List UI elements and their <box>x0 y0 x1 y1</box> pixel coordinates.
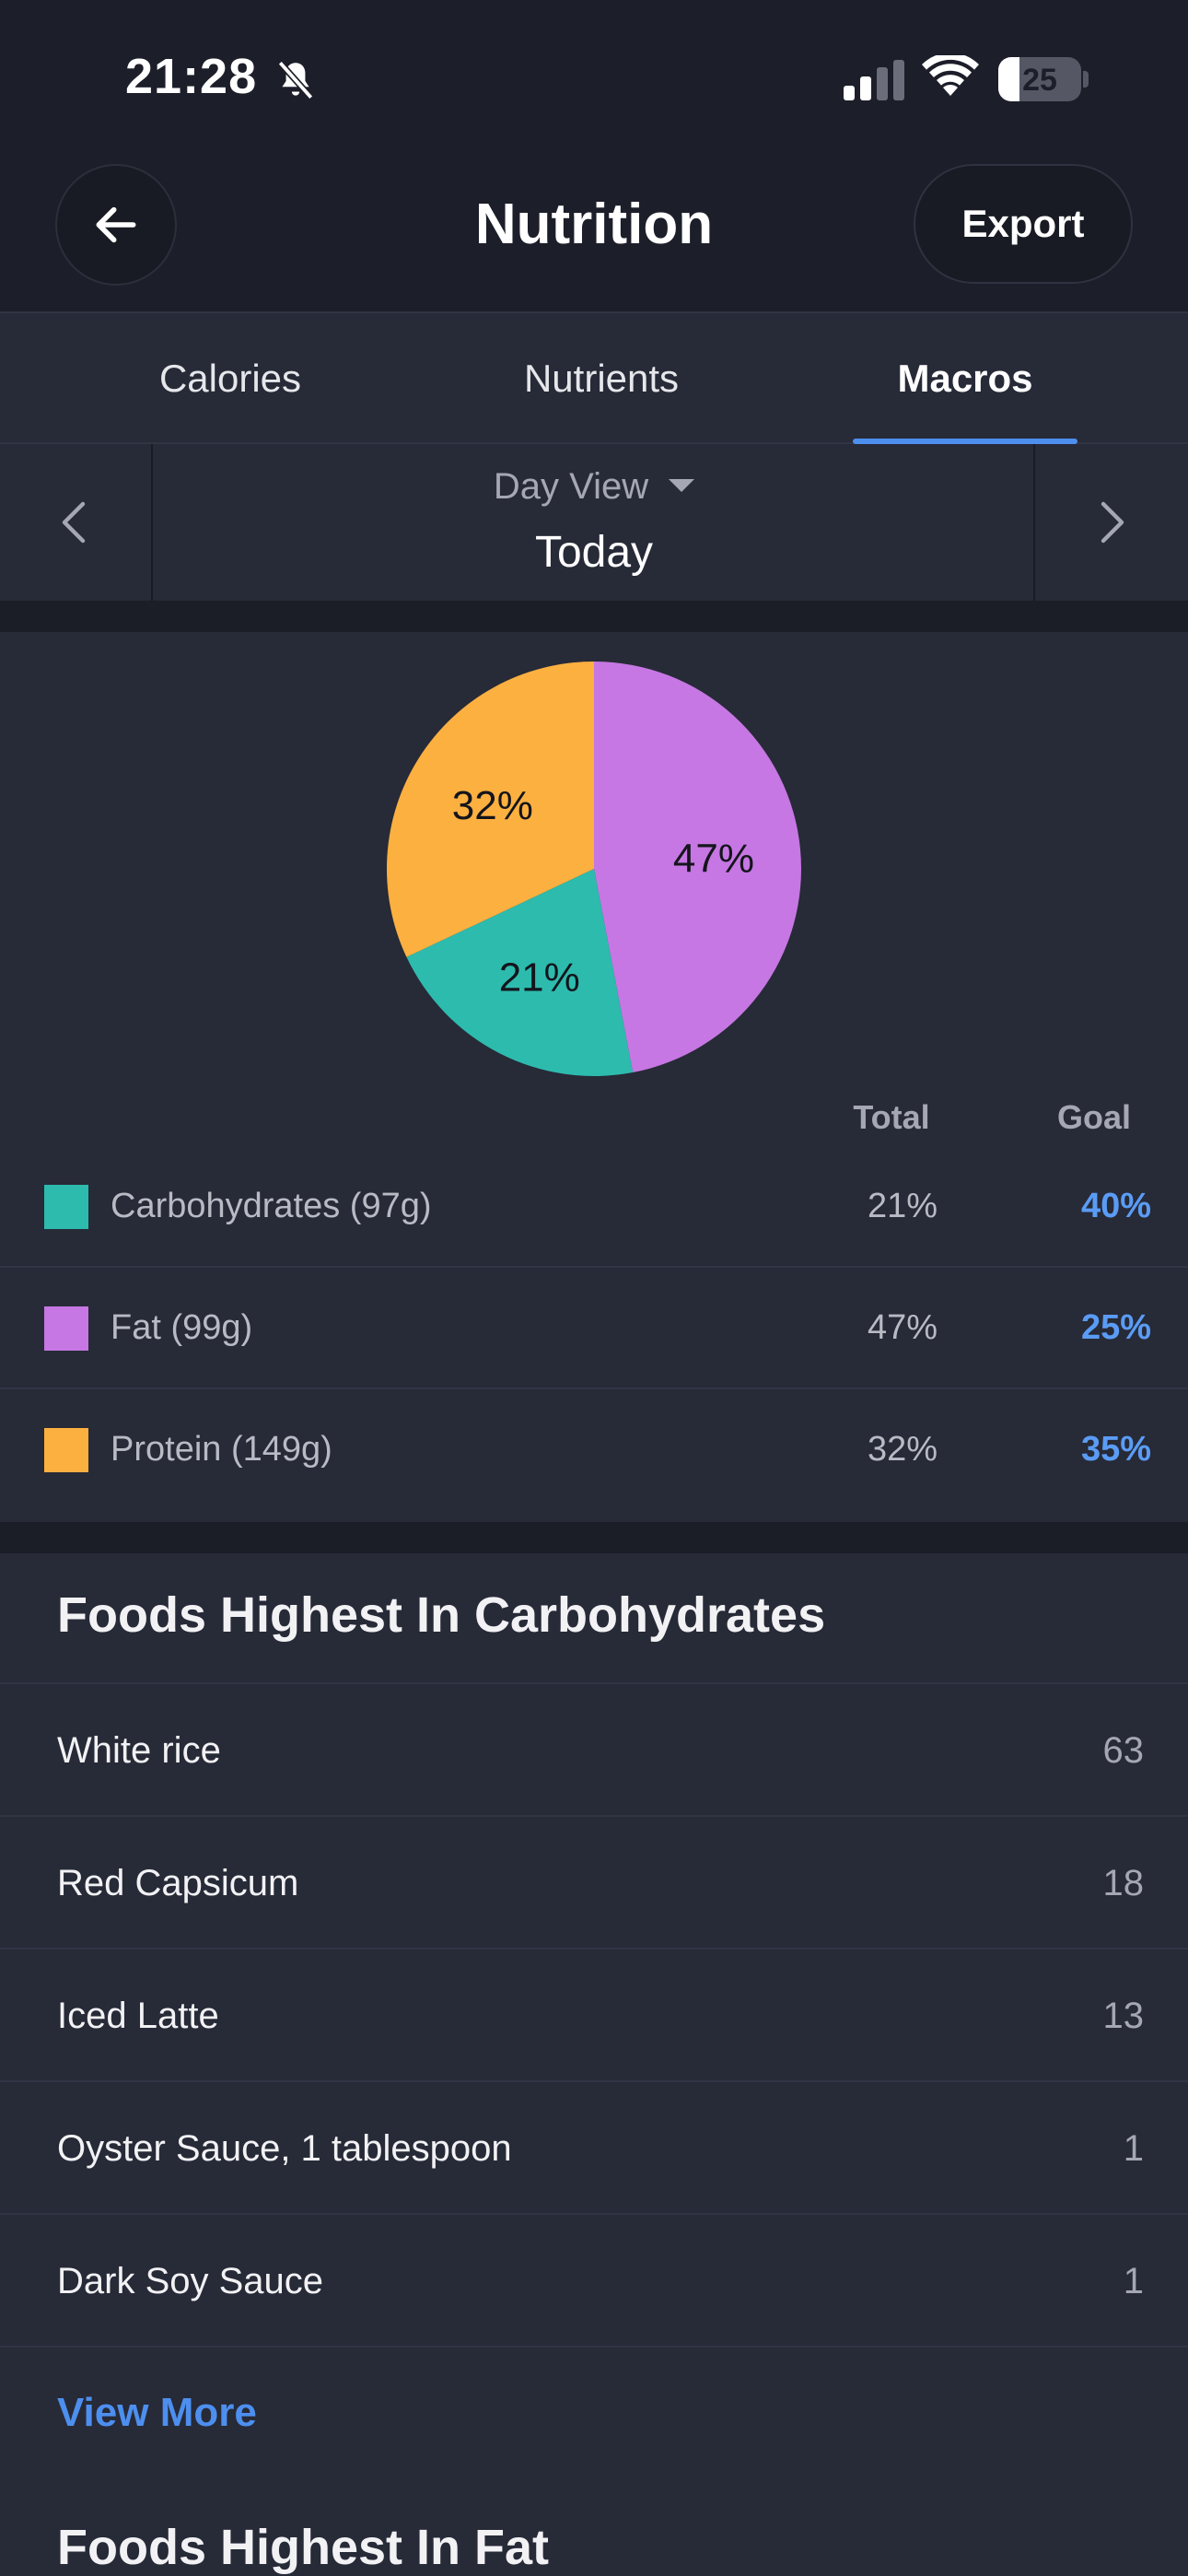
macro-label: Protein (149g) <box>111 1430 332 1469</box>
top-bar: 21:28 25 Nutrition Export <box>0 0 1188 313</box>
divider <box>0 1682 1188 1684</box>
export-button[interactable]: Export <box>914 164 1133 284</box>
current-date: Today <box>534 528 654 577</box>
battery-level: 25 <box>1022 63 1057 98</box>
food-name: Oyster Sauce, 1 tablespoon <box>57 2128 512 2169</box>
section-divider <box>0 601 1188 632</box>
macro-label: Carbohydrates (97g) <box>111 1187 432 1225</box>
food-value: 18 <box>1102 1863 1145 1903</box>
view-more-link[interactable]: View More <box>57 2390 257 2435</box>
macro-goal[interactable]: 40% <box>1080 1187 1151 1225</box>
signal-icon <box>844 60 904 100</box>
pie-slice-label: 21% <box>499 954 580 1000</box>
status-time: 21:28 <box>125 49 258 104</box>
tab-calories[interactable]: Calories <box>158 357 302 400</box>
macro-row-carbohydrates: Carbohydrates (97g) 21% 40% <box>0 1146 1188 1268</box>
active-tab-indicator <box>853 439 1077 444</box>
foods-fat-title: Foods Highest In Fat <box>57 2520 549 2575</box>
food-row[interactable]: White rice 63 <box>0 1684 1188 1817</box>
battery-cap <box>1083 71 1089 88</box>
tab-bar: Calories Nutrients Macros <box>0 313 1188 444</box>
previous-day-button[interactable] <box>0 444 153 601</box>
food-value: 63 <box>1102 1730 1145 1771</box>
macros-chart-section: 47% 21% 32% Total Goal Carbohydrates (97g)… <box>0 632 1188 1522</box>
macro-total: 47% <box>867 1308 938 1347</box>
food-row[interactable]: Dark Soy Sauce 1 <box>0 2215 1188 2348</box>
bell-off-icon <box>277 60 314 100</box>
pie-slice-label: 32% <box>452 783 533 828</box>
protein-swatch <box>44 1428 88 1472</box>
back-button[interactable] <box>55 164 177 286</box>
arrow-left-icon <box>96 206 136 243</box>
fat-swatch <box>44 1306 88 1351</box>
caret-down-icon <box>669 479 695 493</box>
carbohydrates-swatch <box>44 1185 88 1229</box>
macros-pie-chart: 47% 21% 32% <box>386 662 802 1076</box>
page-title: Nutrition <box>474 193 714 256</box>
battery-indicator: 25 <box>998 57 1081 101</box>
macro-total: 21% <box>867 1187 938 1225</box>
macro-label: Fat (99g) <box>111 1308 253 1347</box>
goal-column-header: Goal <box>1056 1098 1131 1136</box>
pie-slice-fat <box>594 662 802 1073</box>
pie-slice-protein <box>386 662 594 957</box>
total-column-header: Total <box>853 1098 930 1136</box>
tab-macros[interactable]: Macros <box>897 357 1033 400</box>
food-row[interactable]: Iced Latte 13 <box>0 1950 1188 2082</box>
food-name: Dark Soy Sauce <box>57 2261 324 2301</box>
food-name: White rice <box>57 1730 221 1771</box>
food-value: 1 <box>1123 2128 1144 2169</box>
macro-goal[interactable]: 25% <box>1080 1308 1151 1347</box>
foods-carbs-title: Foods Highest In Carbohydrates <box>57 1587 826 1643</box>
tab-nutrients[interactable]: Nutrients <box>523 357 680 400</box>
wifi-icon <box>922 55 979 96</box>
macro-goal[interactable]: 35% <box>1080 1430 1151 1469</box>
chevron-right-icon <box>1101 501 1124 544</box>
macro-row-fat: Fat (99g) 47% 25% <box>0 1268 1188 1389</box>
view-mode-label: Day View <box>493 466 649 507</box>
food-name: Red Capsicum <box>57 1863 299 1903</box>
pie-slice-carbohydrates <box>406 869 634 1076</box>
food-row[interactable]: Red Capsicum 18 <box>0 1817 1188 1950</box>
food-row[interactable]: Oyster Sauce, 1 tablespoon 1 <box>0 2082 1188 2215</box>
chevron-left-icon <box>62 501 86 544</box>
food-value: 13 <box>1102 1996 1145 2036</box>
battery-fill <box>998 57 1019 101</box>
date-selector: Day View Today <box>0 444 1188 601</box>
section-divider <box>0 1522 1188 1553</box>
view-mode-dropdown[interactable]: Day View <box>0 466 1188 508</box>
food-name: Iced Latte <box>57 1996 219 2036</box>
macro-total: 32% <box>867 1430 938 1469</box>
next-day-button[interactable] <box>1033 444 1186 601</box>
pie-slice-label: 47% <box>673 837 754 882</box>
macro-row-protein: Protein (149g) 32% 35% <box>0 1389 1188 1511</box>
food-value: 1 <box>1123 2261 1144 2301</box>
